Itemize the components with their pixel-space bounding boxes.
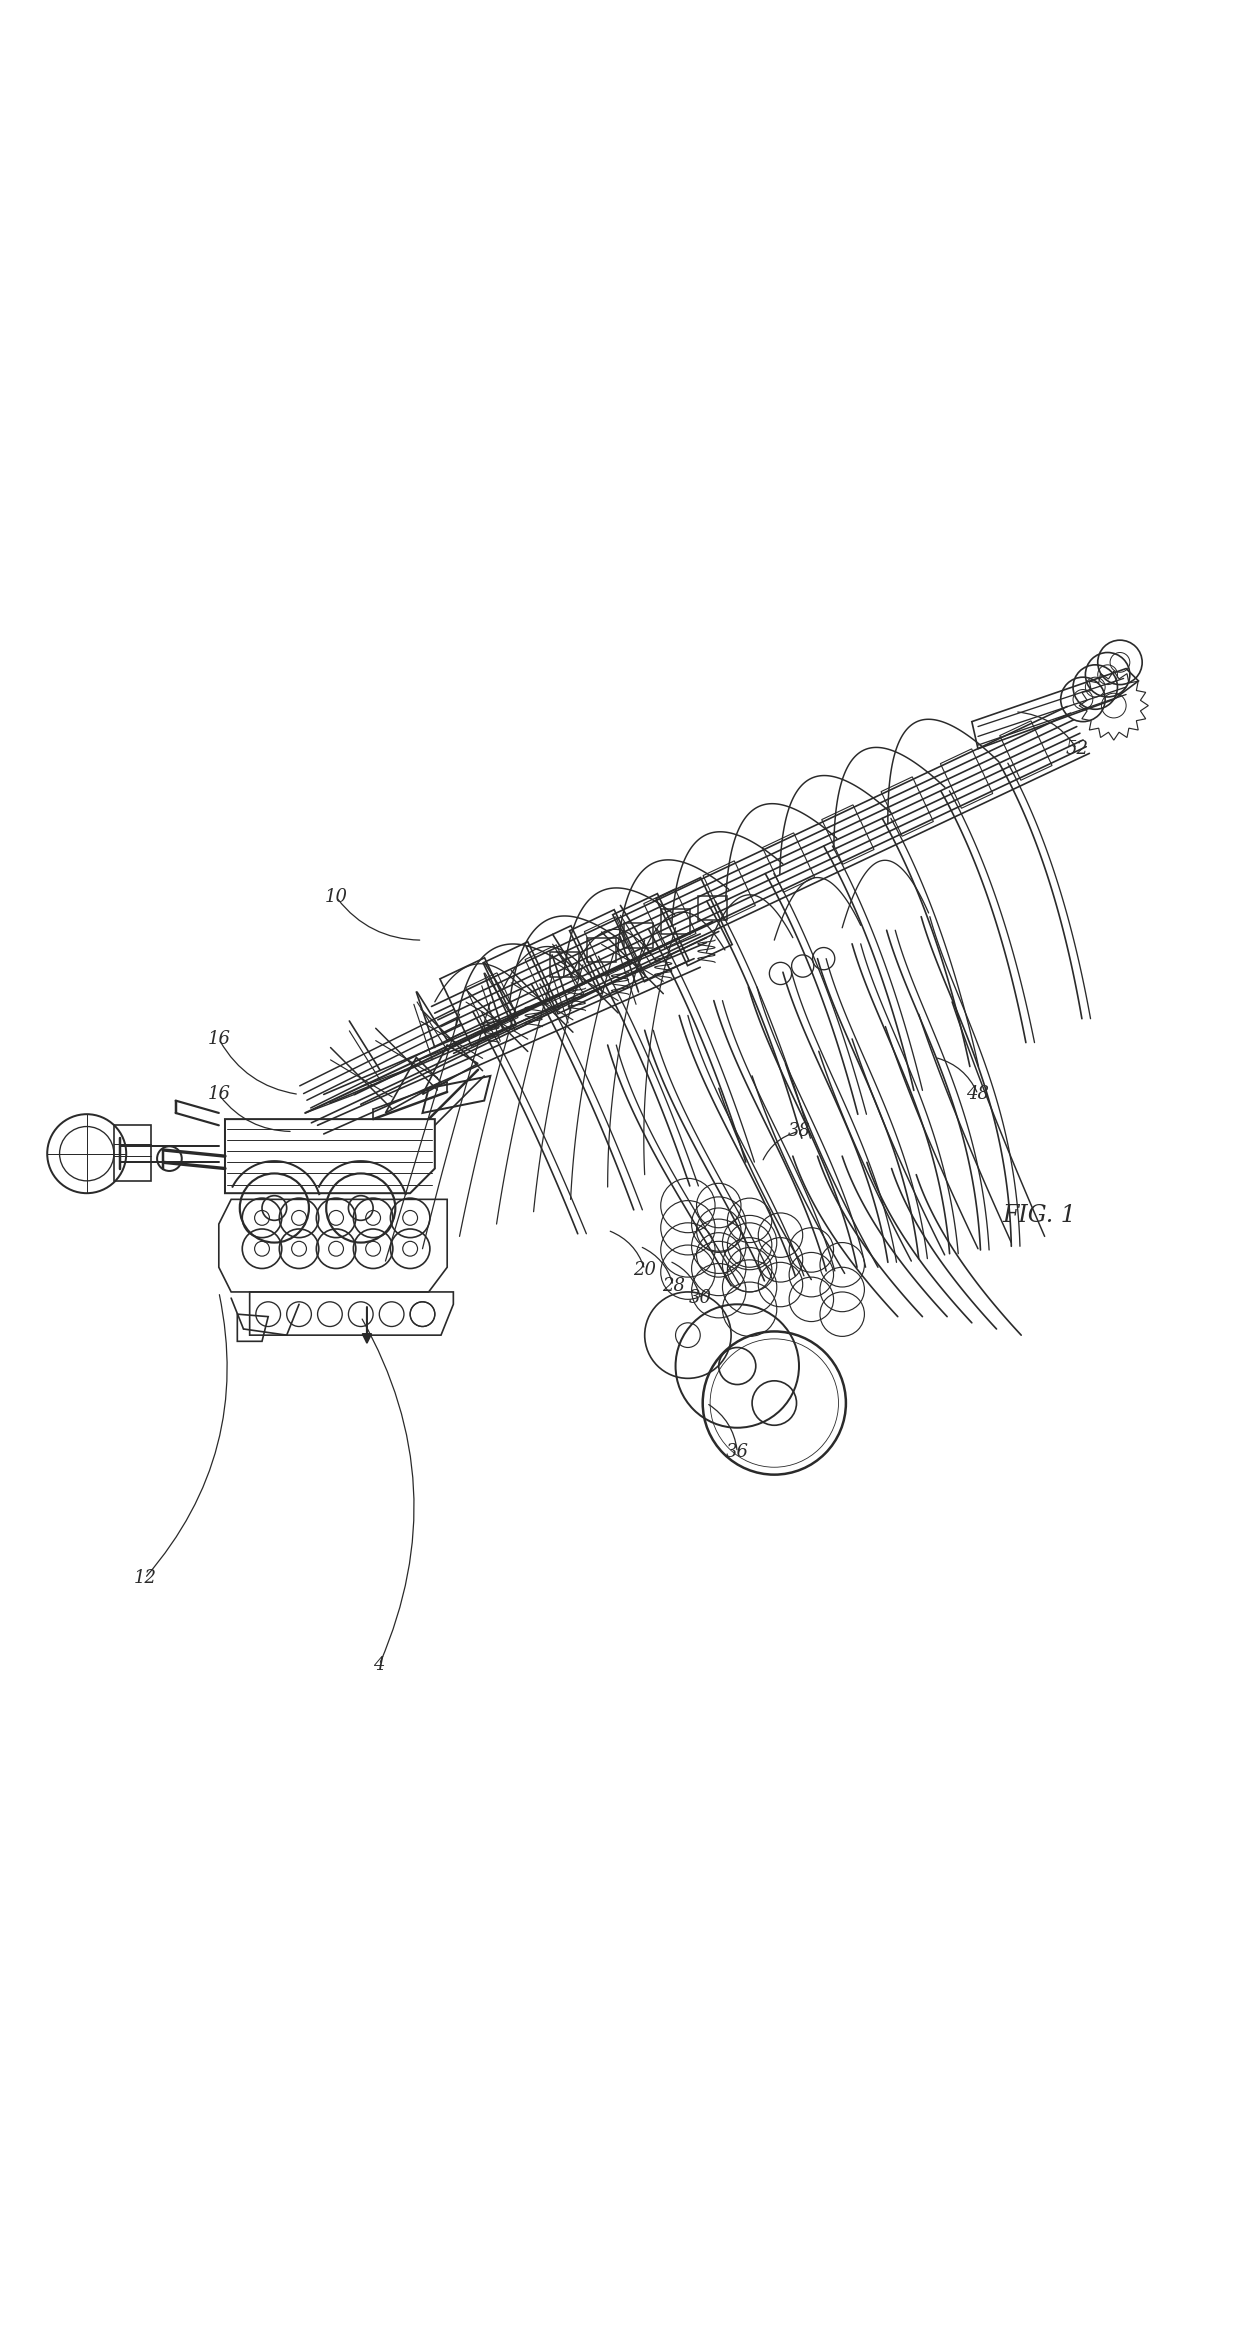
Text: 4: 4 [373, 1655, 386, 1673]
Text: 20: 20 [634, 1260, 656, 1278]
Text: FIG. 1: FIG. 1 [1003, 1204, 1076, 1227]
Text: 30: 30 [688, 1290, 712, 1306]
Text: 52: 52 [1065, 741, 1089, 757]
Text: 12: 12 [133, 1570, 156, 1587]
Text: 36: 36 [725, 1444, 749, 1461]
Text: 10: 10 [325, 888, 347, 907]
Text: 48: 48 [966, 1084, 990, 1103]
Text: 16: 16 [207, 1031, 231, 1047]
Text: 38: 38 [787, 1122, 811, 1140]
Text: 16: 16 [207, 1084, 231, 1103]
Text: 28: 28 [662, 1276, 684, 1295]
